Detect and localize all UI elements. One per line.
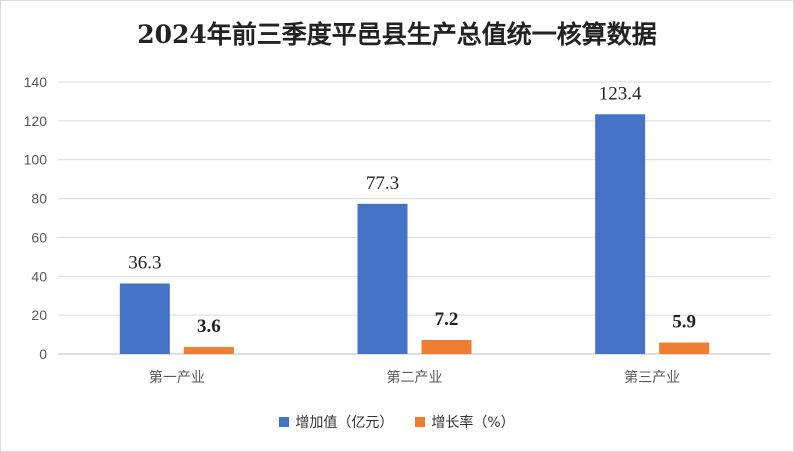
bar-value <box>357 203 408 354</box>
category-label: 第三产业 <box>624 369 680 386</box>
legend-label-value: 增加值（亿元） <box>295 415 394 431</box>
data-label: 5.9 <box>672 312 696 333</box>
bar-growth <box>659 342 710 354</box>
bar-value <box>595 114 646 354</box>
y-tick-label: 140 <box>24 74 48 90</box>
y-tick-label: 100 <box>24 152 48 168</box>
legend-swatch-growth <box>415 417 426 427</box>
bar-growth <box>183 347 234 354</box>
chart-title: 2024年前三季度平邑县生产总值统一核算数据 <box>137 20 657 49</box>
y-tick-label: 80 <box>31 191 47 207</box>
data-label: 3.6 <box>197 316 221 337</box>
data-label: 7.2 <box>435 309 459 330</box>
category-label: 第二产业 <box>387 369 443 386</box>
category-label: 第一产业 <box>149 369 205 386</box>
y-tick-label: 0 <box>39 346 47 362</box>
data-label: 36.3 <box>128 252 161 273</box>
legend-label-growth: 增长率（%） <box>431 415 515 431</box>
legend-item-value: 增加值（亿元） <box>279 412 393 432</box>
bar-growth <box>421 340 472 354</box>
data-label: 123.4 <box>599 83 642 104</box>
y-tick-label: 120 <box>24 113 48 129</box>
legend-item-growth: 增长率（%） <box>415 412 515 432</box>
legend-swatch-value <box>279 417 290 427</box>
legend: 增加值（亿元） 增长率（%） <box>1 412 793 432</box>
y-tick-label: 40 <box>31 268 47 284</box>
y-tick-label: 20 <box>31 307 47 323</box>
data-label: 77.3 <box>366 173 399 194</box>
y-tick-label: 60 <box>31 229 47 245</box>
bar-value <box>119 283 170 354</box>
